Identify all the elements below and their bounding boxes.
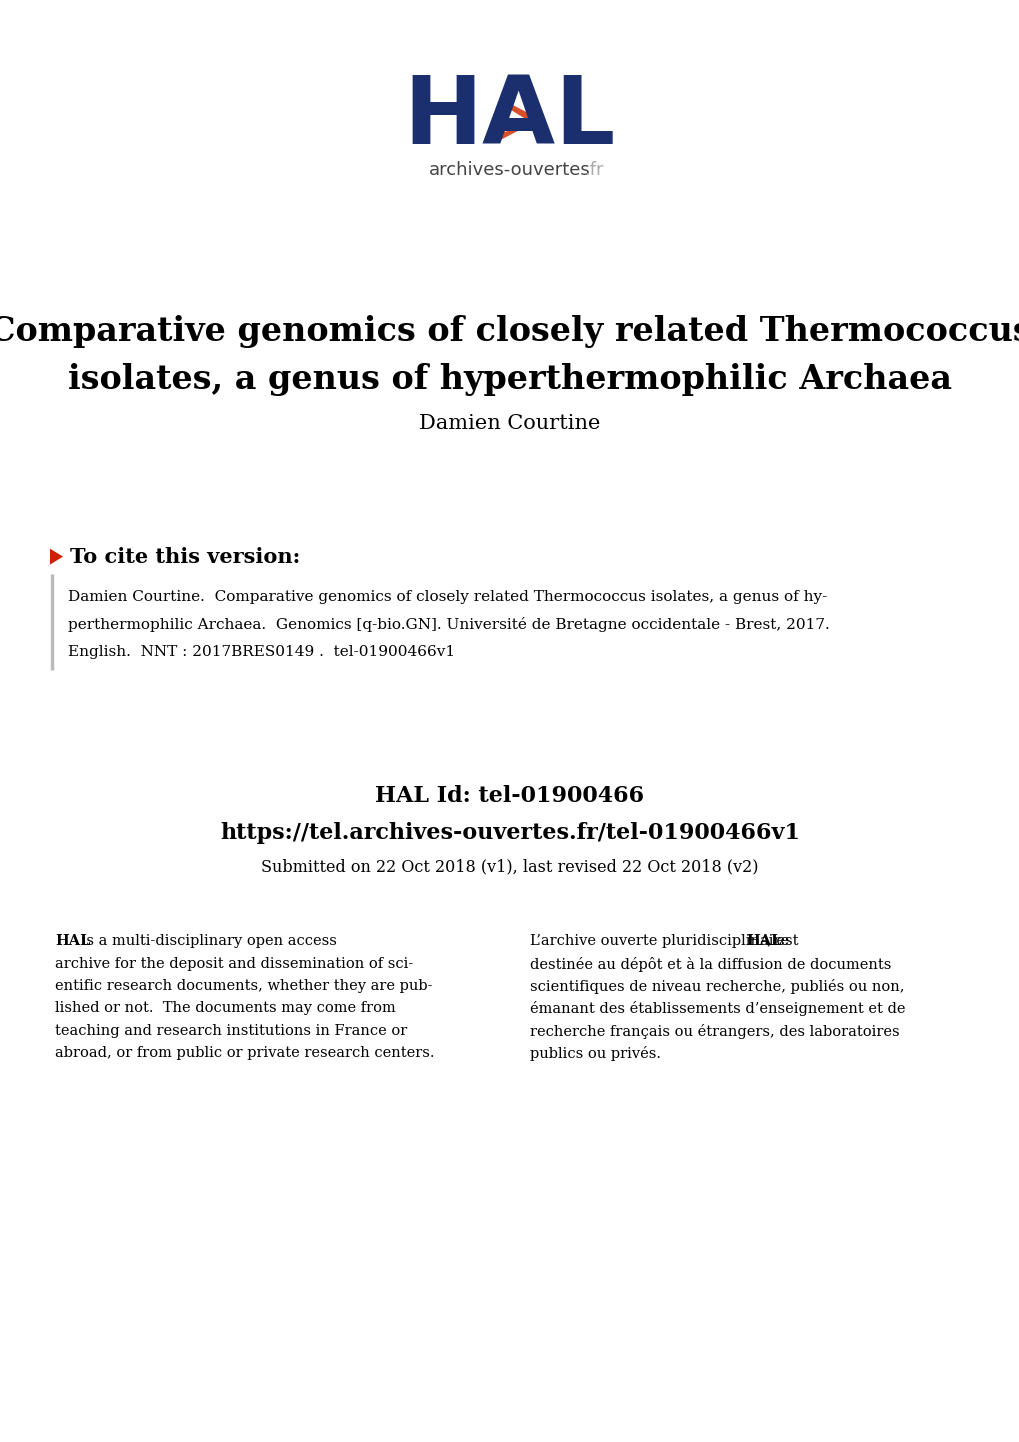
Text: HAL: HAL [55, 934, 91, 949]
Text: English.  NNT : 2017BRES0149 .  tel-01900466v1: English. NNT : 2017BRES0149 . tel-019004… [68, 645, 454, 659]
Text: publics ou privés.: publics ou privés. [530, 1047, 660, 1061]
Text: teaching and research institutions in France or: teaching and research institutions in Fr… [55, 1024, 407, 1038]
Text: entific research documents, whether they are pub-: entific research documents, whether they… [55, 979, 432, 994]
Text: is a multi-disciplinary open access: is a multi-disciplinary open access [77, 934, 336, 949]
Text: Submitted on 22 Oct 2018 (v1), last revised 22 Oct 2018 (v2): Submitted on 22 Oct 2018 (v1), last revi… [261, 858, 758, 875]
Text: Damien Courtine: Damien Courtine [419, 414, 600, 434]
Text: HAL: HAL [746, 934, 782, 949]
Text: , est: , est [766, 934, 798, 949]
Text: destinée au dépôt et à la diffusion de documents: destinée au dépôt et à la diffusion de d… [530, 957, 891, 972]
Text: HAL Id: tel-01900466: HAL Id: tel-01900466 [375, 784, 644, 808]
Polygon shape [50, 548, 63, 565]
Text: L’archive ouverte pluridisciplinaire: L’archive ouverte pluridisciplinaire [530, 934, 794, 949]
Text: To cite this version:: To cite this version: [70, 547, 300, 567]
Polygon shape [504, 107, 526, 133]
Text: Comparative genomics of closely related Thermococcus: Comparative genomics of closely related … [0, 316, 1019, 348]
Text: HAL: HAL [404, 72, 615, 164]
Text: recherche français ou étrangers, des laboratoires: recherche français ou étrangers, des lab… [530, 1024, 899, 1038]
Text: archives-ouvertes: archives-ouvertes [429, 162, 590, 179]
Text: émanant des établissements d’enseignement et de: émanant des établissements d’enseignemen… [530, 1001, 905, 1017]
Text: abroad, or from public or private research centers.: abroad, or from public or private resear… [55, 1047, 434, 1060]
Text: https://tel.archives-ouvertes.fr/tel-01900466v1: https://tel.archives-ouvertes.fr/tel-019… [220, 822, 799, 845]
Text: isolates, a genus of hyperthermophilic Archaea: isolates, a genus of hyperthermophilic A… [68, 363, 951, 395]
Polygon shape [499, 98, 539, 140]
Text: Damien Courtine.  Comparative genomics of closely related Thermococcus isolates,: Damien Courtine. Comparative genomics of… [68, 590, 826, 604]
Text: .fr: .fr [584, 162, 603, 179]
Text: perthermophilic Archaea.  Genomics [q-bio.GN]. Université de Bretagne occidental: perthermophilic Archaea. Genomics [q-bio… [68, 617, 828, 632]
Text: archive for the deposit and dissemination of sci-: archive for the deposit and disseminatio… [55, 957, 413, 970]
Text: lished or not.  The documents may come from: lished or not. The documents may come fr… [55, 1001, 395, 1015]
Text: scientifiques de niveau recherche, publiés ou non,: scientifiques de niveau recherche, publi… [530, 979, 904, 994]
